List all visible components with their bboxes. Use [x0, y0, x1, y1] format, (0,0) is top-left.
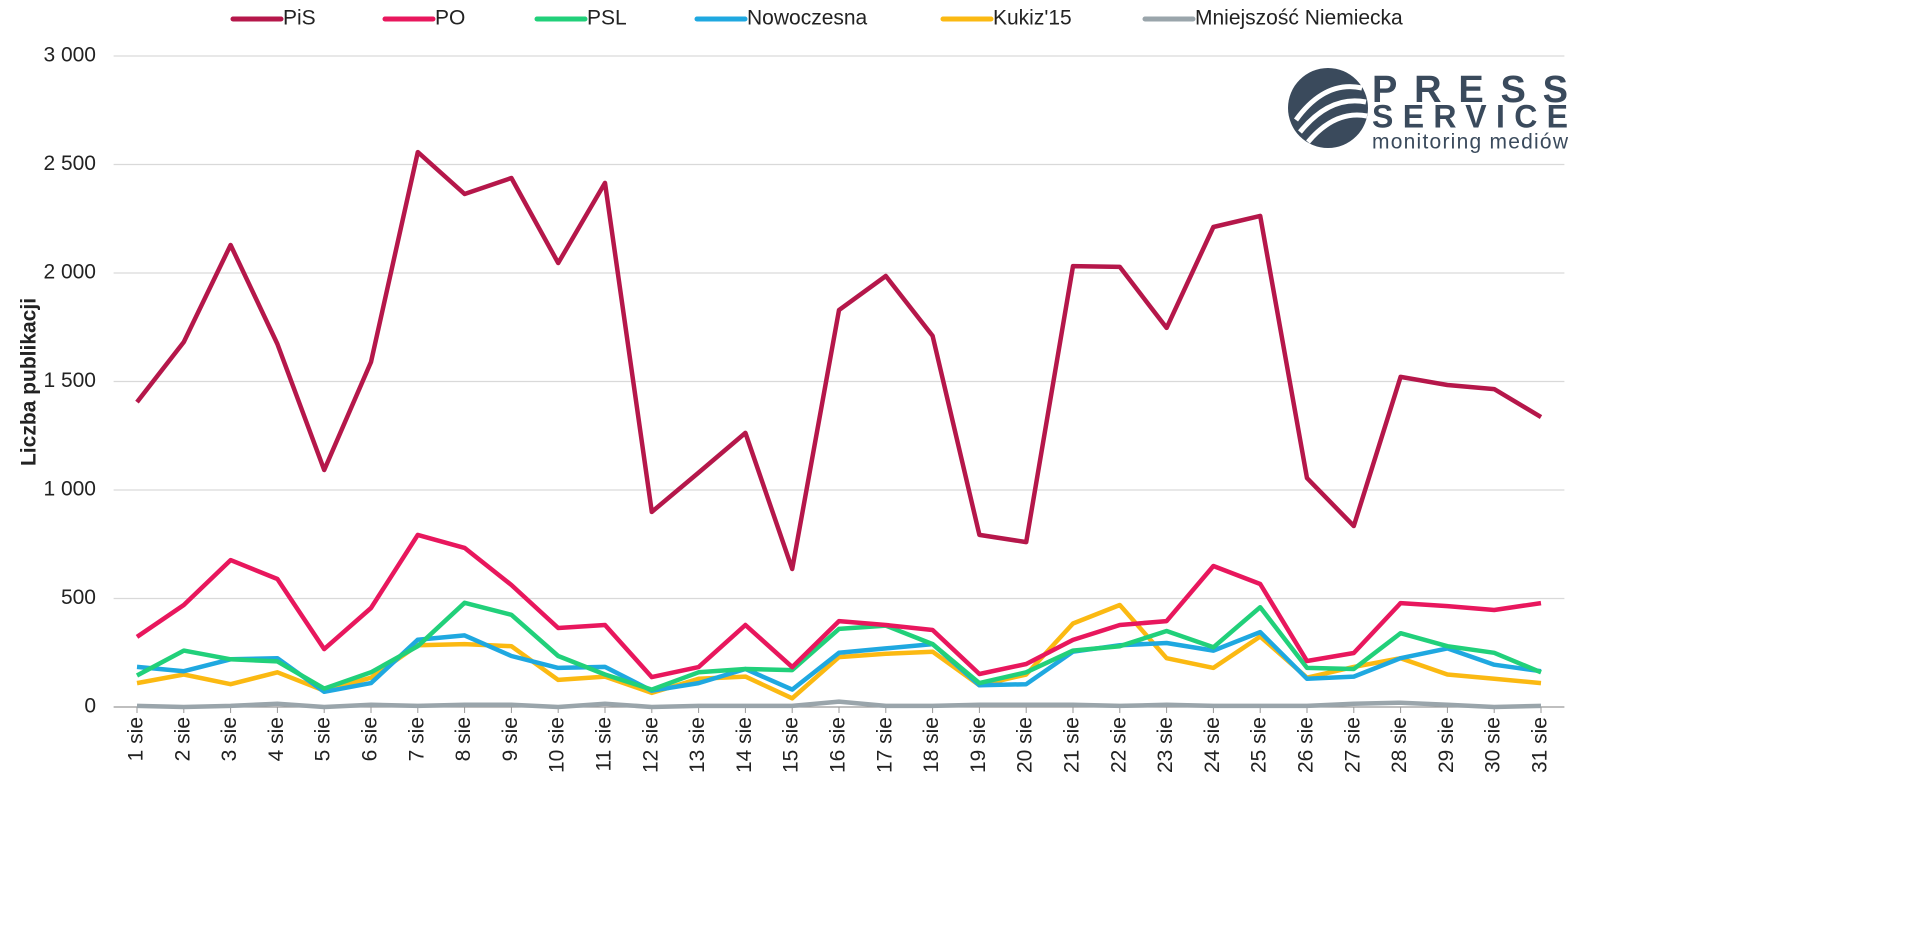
legend-label: Kukiz'15 — [993, 7, 1072, 30]
x-tick-label: 5 sie — [312, 717, 335, 761]
y-tick-label: 500 — [61, 586, 96, 609]
x-tick-label: 24 sie — [1201, 717, 1224, 773]
x-tick-label: 12 sie — [639, 717, 662, 773]
legend-label: PiS — [283, 7, 316, 30]
x-tick-label: 9 sie — [499, 717, 522, 761]
x-tick-label: 4 sie — [265, 717, 288, 761]
line — [135, 532, 1542, 680]
y-tick-label: 1 000 — [43, 478, 96, 501]
legend-label: Nowoczesna — [747, 7, 868, 30]
logo-text: SERVICE — [1372, 98, 1568, 134]
x-tick-label: 13 sie — [686, 717, 709, 773]
logo-stripes — [1293, 84, 1368, 144]
x-tick-label: 14 sie — [733, 717, 756, 773]
x-tick-label: 15 sie — [780, 717, 803, 773]
x-tick-label: 20 sie — [1014, 717, 1037, 773]
x-tick-label: 28 sie — [1388, 717, 1411, 773]
line — [135, 149, 1543, 572]
x-tick-label: 1 sie — [125, 717, 148, 761]
x-tick-label: 6 sie — [359, 717, 382, 761]
x-tick-label: 19 sie — [967, 717, 990, 773]
logo: PRESS SERVICE monitoring mediów — [1288, 68, 1569, 154]
x-tick-label: 11 sie — [593, 717, 616, 771]
x-tick-label: 8 sie — [452, 717, 475, 761]
line — [136, 699, 1542, 710]
x-tick-label: 7 sie — [405, 717, 428, 761]
x-tick-label: 31 sie — [1529, 717, 1552, 773]
x-tick-label: 2 sie — [171, 717, 194, 761]
x-tick-label: 17 sie — [873, 717, 896, 773]
line — [135, 600, 1542, 692]
x-tick-label: 23 sie — [1154, 717, 1177, 773]
legend-label: PO — [435, 7, 465, 30]
y-tick-label: 2 000 — [43, 261, 96, 284]
x-tick-label: 3 sie — [218, 717, 241, 761]
y-tick-label: 0 — [84, 695, 96, 718]
x-tick-label: 25 sie — [1248, 717, 1271, 773]
x-tick-label: 16 sie — [827, 717, 850, 773]
x-tick-label: 22 sie — [1107, 717, 1130, 773]
x-tick-label: 30 sie — [1482, 717, 1505, 773]
y-tick-label: 1 500 — [43, 369, 96, 392]
logo-tagline: monitoring mediów — [1372, 131, 1569, 154]
y-tick-label: 2 500 — [43, 152, 96, 175]
x-tick-label: 26 sie — [1295, 717, 1318, 773]
legend-label: Mniejszość Niemiecka — [1195, 7, 1403, 30]
x-tick-label: 18 sie — [920, 717, 943, 773]
x-tick-label: 27 sie — [1341, 717, 1364, 773]
legend-label: PSL — [587, 7, 627, 30]
line — [136, 629, 1542, 695]
y-axis-label: Liczba publikacji — [18, 298, 41, 466]
x-tick-label: 29 sie — [1435, 717, 1458, 773]
x-tick-label: 10 sie — [546, 717, 569, 773]
y-tick-label: 3 000 — [43, 44, 96, 67]
x-tick-label: 21 sie — [1061, 717, 1084, 773]
